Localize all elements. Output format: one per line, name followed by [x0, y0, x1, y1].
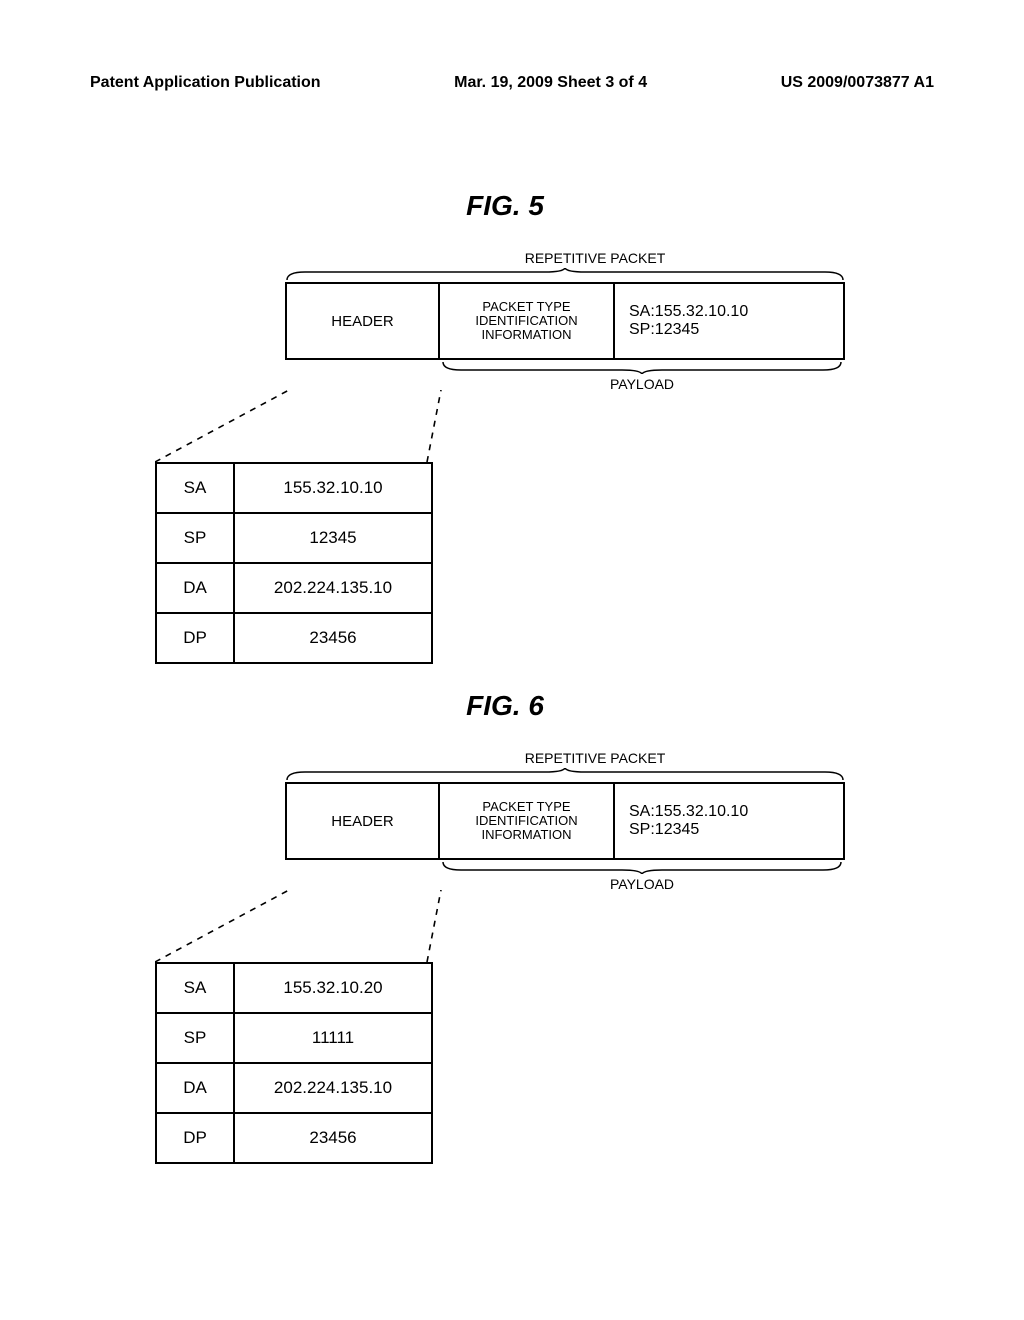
header-value: 23456	[234, 1113, 432, 1163]
table-row: SP12345	[156, 513, 432, 563]
table-row: SA155.32.10.10	[156, 463, 432, 513]
packet-header-cell: HEADER	[285, 782, 440, 860]
header-key: SA	[156, 463, 234, 513]
table-row: SP11111	[156, 1013, 432, 1063]
pub-number: US 2009/0073877 A1	[781, 74, 934, 92]
header-value: 155.32.10.20	[234, 963, 432, 1013]
header-key: SP	[156, 1013, 234, 1063]
figure-6: FIG. 6 REPETITIVE PACKET HEADER PACKET T…	[145, 690, 865, 1164]
figure-title: FIG. 6	[145, 690, 865, 722]
header-value: 12345	[234, 513, 432, 563]
payload-label: PAYLOAD	[441, 376, 843, 392]
packet-brace-top	[285, 268, 845, 282]
header-value: 23456	[234, 613, 432, 663]
repetitive-packet-label: REPETITIVE PACKET	[325, 250, 865, 266]
repetitive-packet-label: REPETITIVE PACKET	[325, 750, 865, 766]
table-row: DP23456	[156, 1113, 432, 1163]
header-value: 202.224.135.10	[234, 1063, 432, 1113]
pub-type: Patent Application Publication	[90, 74, 321, 92]
packet-data-line: SP:12345	[629, 321, 699, 339]
figure-5: FIG. 5 REPETITIVE PACKET HEADER PACKET T…	[145, 190, 865, 664]
table-row: DA202.224.135.10	[156, 1063, 432, 1113]
figure-title: FIG. 5	[145, 190, 865, 222]
packet-row: HEADER PACKET TYPE IDENTIFICATION INFORM…	[285, 782, 845, 860]
packet-row: HEADER PACKET TYPE IDENTIFICATION INFORM…	[285, 282, 845, 360]
table-row: DA202.224.135.10	[156, 563, 432, 613]
payload-brace	[441, 860, 843, 874]
packet-data-cell: SA:155.32.10.10 SP:12345	[615, 782, 845, 860]
payload-label: PAYLOAD	[441, 876, 843, 892]
header-key: SA	[156, 963, 234, 1013]
header-value: 155.32.10.10	[234, 463, 432, 513]
packet-header-cell: HEADER	[285, 282, 440, 360]
header-key: DP	[156, 613, 234, 663]
packet-data-line: SA:155.32.10.10	[629, 303, 748, 321]
page-header: Patent Application Publication Mar. 19, …	[90, 74, 934, 92]
table-row: DP23456	[156, 613, 432, 663]
packet-brace-top	[285, 768, 845, 782]
packet-ident-cell: PACKET TYPE IDENTIFICATION INFORMATION	[440, 782, 615, 860]
header-value: 202.224.135.10	[234, 563, 432, 613]
packet-data-line: SP:12345	[629, 821, 699, 839]
header-expansion-lines	[145, 892, 865, 962]
header-expansion-lines	[145, 392, 865, 462]
header-key: DA	[156, 1063, 234, 1113]
packet-data-cell: SA:155.32.10.10 SP:12345	[615, 282, 845, 360]
header-key: SP	[156, 513, 234, 563]
header-table: SA155.32.10.20 SP11111 DA202.224.135.10 …	[155, 962, 433, 1164]
header-value: 11111	[234, 1013, 432, 1063]
header-key: DA	[156, 563, 234, 613]
packet-data-line: SA:155.32.10.10	[629, 803, 748, 821]
header-key: DP	[156, 1113, 234, 1163]
payload-brace	[441, 360, 843, 374]
pub-date-sheet: Mar. 19, 2009 Sheet 3 of 4	[454, 74, 647, 92]
table-row: SA155.32.10.20	[156, 963, 432, 1013]
packet-ident-cell: PACKET TYPE IDENTIFICATION INFORMATION	[440, 282, 615, 360]
header-table: SA155.32.10.10 SP12345 DA202.224.135.10 …	[155, 462, 433, 664]
